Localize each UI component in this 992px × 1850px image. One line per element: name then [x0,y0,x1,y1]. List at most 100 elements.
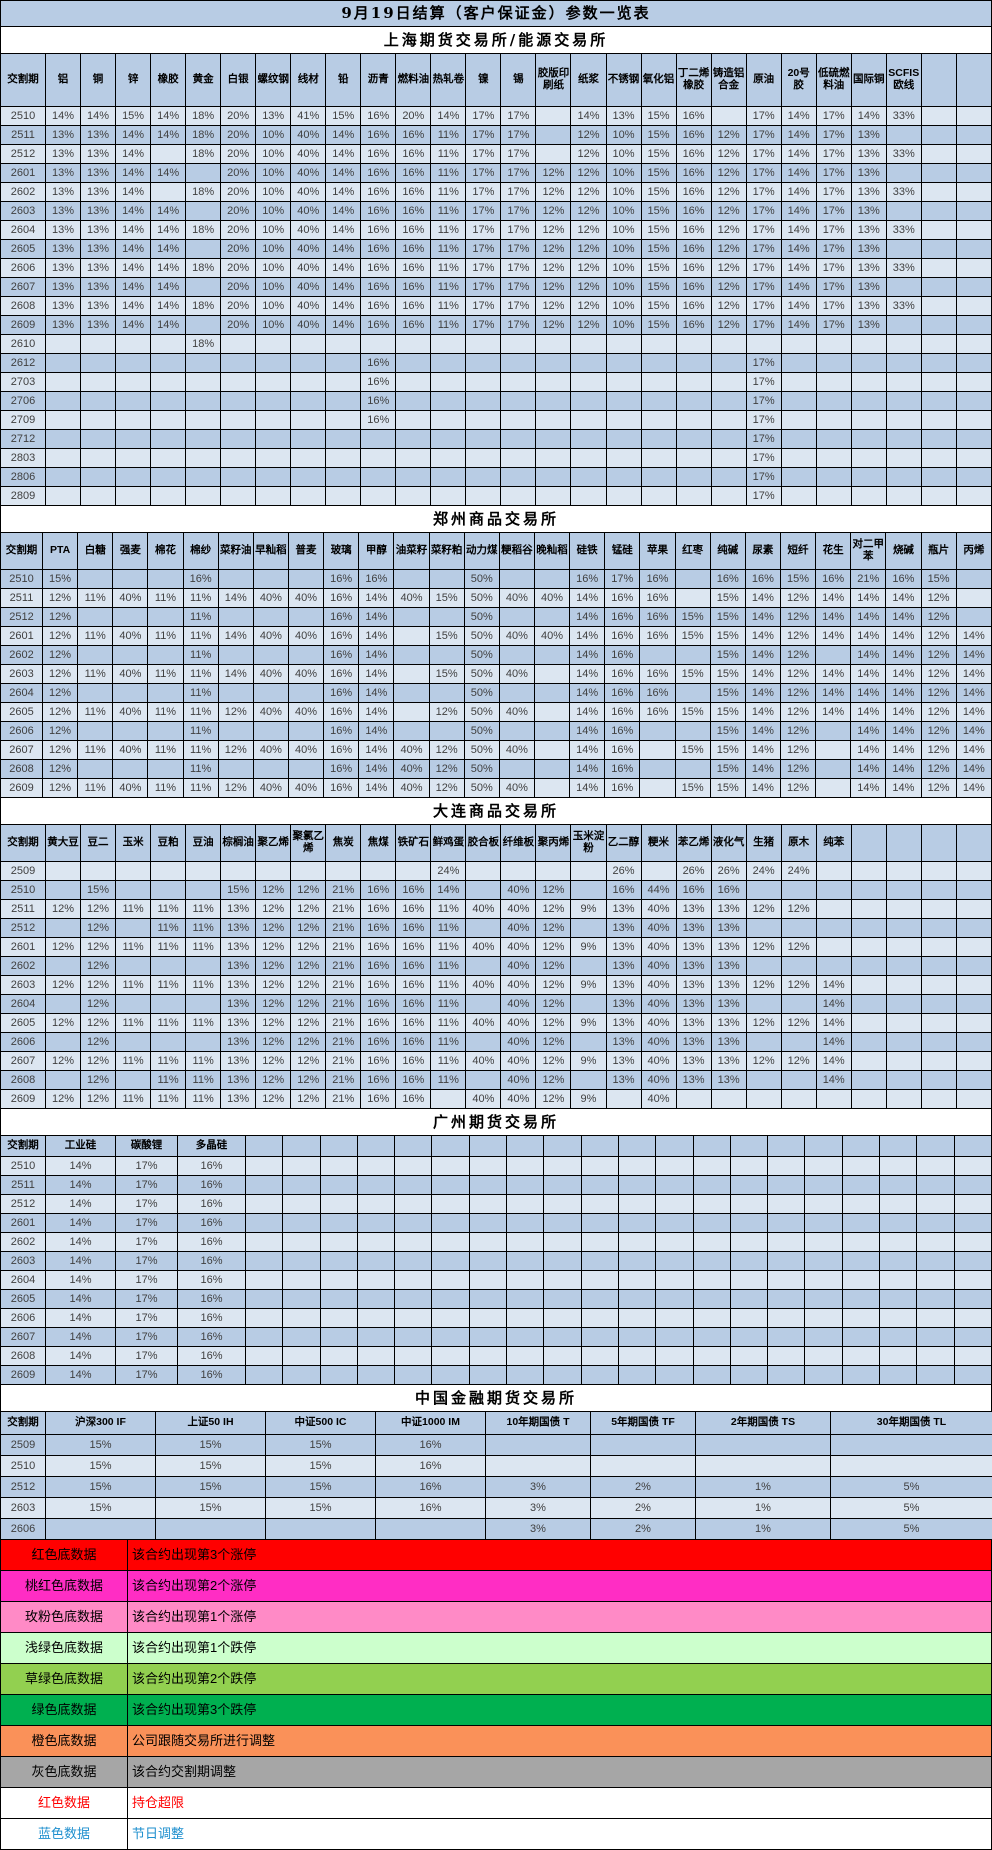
margin-rate-cell: 21% [326,957,361,976]
delivery-period-cell: 2512 [1,1477,46,1498]
margin-rate-cell: 17% [816,240,851,259]
empty-cell [283,1290,320,1309]
margin-rate-cell: 11% [116,1090,151,1109]
margin-rate-cell: 14% [359,608,394,627]
margin-rate-cell: 16% [676,202,711,221]
margin-rate-cell: 11% [148,627,183,646]
empty-cell [842,1214,879,1233]
margin-rate-cell [151,468,186,487]
margin-rate-cell: 16% [324,684,359,703]
delivery-period-cell: 2608 [1,760,43,779]
margin-rate-cell: 13% [46,259,81,278]
margin-rate-cell: 13% [711,976,746,995]
margin-rate-cell: 14% [816,976,851,995]
margin-rate-cell: 13% [851,183,886,202]
empty-cell [693,1366,730,1385]
commodity-header: 黄大豆 [46,825,81,862]
margin-rate-cell: 12% [291,1071,326,1090]
margin-rate-cell: 13% [221,1033,256,1052]
margin-rate-cell: 11% [78,741,113,760]
margin-rate-cell [221,468,256,487]
empty-cell [956,392,991,411]
commodity-header: 20号胶 [781,54,816,107]
empty-header [954,1136,991,1157]
empty-cell [921,487,956,506]
margin-rate-cell: 14% [326,183,361,202]
margin-rate-cell: 17% [116,1347,178,1366]
margin-rate-cell: 5% [831,1477,992,1498]
empty-cell [357,1214,394,1233]
empty-cell [246,1233,283,1252]
margin-rate-cell: 11% [431,957,466,976]
margin-rate-cell [536,449,571,468]
margin-rate-cell: 16% [324,646,359,665]
margin-rate-cell [571,487,606,506]
margin-rate-cell: 11% [431,202,466,221]
commodity-header: SCFIS欧线 [886,54,921,107]
margin-rate-cell [675,722,710,741]
margin-rate-cell: 14% [116,297,151,316]
empty-cell [581,1309,618,1328]
margin-rate-cell [116,1071,151,1090]
margin-rate-cell: 15% [641,278,676,297]
margin-rate-cell: 20% [221,107,256,126]
margin-rate-cell: 11% [148,703,183,722]
commodity-header: 聚丙烯 [536,825,571,862]
margin-rate-cell: 12% [46,900,81,919]
margin-rate-cell [326,449,361,468]
margin-rate-cell: 14% [956,741,991,760]
margin-rate-cell [536,862,571,881]
empty-cell [842,1233,879,1252]
margin-rate-cell [46,1071,81,1090]
margin-rate-cell: 16% [605,760,640,779]
margin-rate-cell: 12% [536,1033,571,1052]
margin-rate-cell [781,919,816,938]
margin-rate-cell [746,1071,781,1090]
legend-row: 桃红色底数据该合约出现第2个涨停 [0,1570,992,1602]
margin-rate-cell: 16% [640,703,675,722]
empty-cell [917,1233,954,1252]
margin-rate-cell [396,335,431,354]
margin-rate-cell: 3% [486,1498,591,1519]
commodity-header: 原油 [746,54,781,107]
margin-rate-cell [186,373,221,392]
delivery-period-cell: 2607 [1,278,46,297]
empty-cell [851,1090,886,1109]
empty-cell [851,1052,886,1071]
margin-rate-cell [746,881,781,900]
margin-rate-cell: 10% [256,202,291,221]
margin-rate-cell [571,430,606,449]
empty-cell [768,1214,805,1233]
margin-rate-cell: 15% [641,202,676,221]
margin-rate-cell [711,487,746,506]
margin-rate-cell: 40% [501,976,536,995]
margin-rate-cell: 16% [361,202,396,221]
margin-rate-cell [711,1090,746,1109]
margin-rate-cell [186,995,221,1014]
margin-rate-cell: 13% [606,995,641,1014]
empty-cell [956,900,991,919]
margin-rate-cell [46,487,81,506]
margin-rate-cell [886,316,921,335]
empty-cell [886,1052,921,1071]
empty-cell [956,1071,991,1090]
margin-rate-cell: 12% [256,957,291,976]
empty-cell [956,449,991,468]
delivery-period-cell: 2604 [1,221,46,240]
margin-rate-cell: 12% [921,741,956,760]
margin-rate-cell [256,430,291,449]
empty-cell [469,1233,506,1252]
empty-cell [921,938,956,957]
margin-rate-cell: 15% [710,779,745,798]
margin-rate-cell: 33% [886,297,921,316]
margin-rate-cell: 14% [781,202,816,221]
margin-rate-cell: 12% [81,957,116,976]
margin-rate-cell: 17% [816,107,851,126]
margin-rate-cell: 14% [745,646,780,665]
